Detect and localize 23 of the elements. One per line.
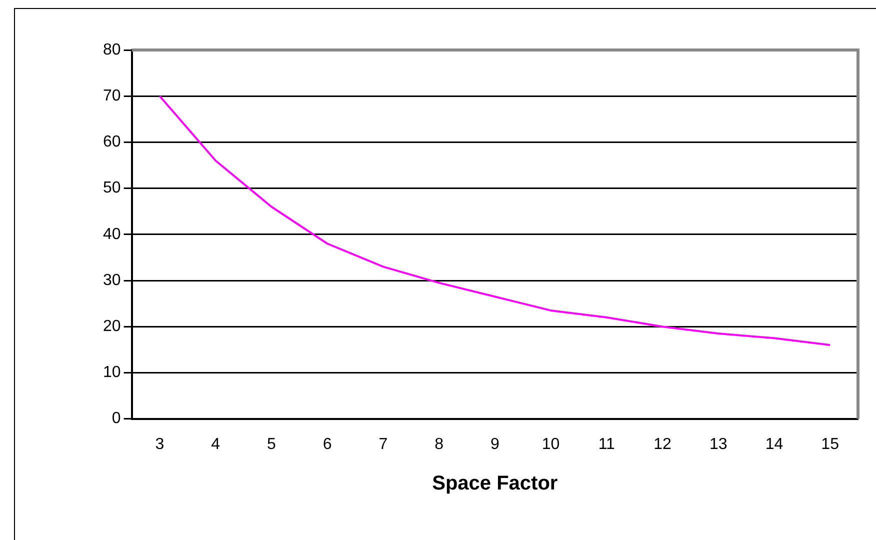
y-tick-label: 20	[103, 318, 121, 336]
x-tick-label: 12	[654, 436, 672, 453]
x-tick-label: 6	[322, 436, 332, 453]
x-tick-label: 11	[598, 436, 616, 453]
y-tick-label: 50	[103, 180, 121, 197]
y-tick-label: 10	[103, 364, 121, 382]
y-tick-label: 0	[112, 410, 121, 428]
x-tick-label: 3	[155, 436, 164, 453]
y-tick-label: 40	[103, 226, 121, 243]
x-tick-label: 7	[378, 436, 388, 453]
y-tick-label: 30	[103, 272, 121, 289]
y-tick-label: 70	[103, 88, 121, 105]
x-tick-label: 10	[542, 436, 560, 453]
x-tick-label: 4	[211, 436, 220, 453]
x-tick-label: 5	[267, 436, 276, 453]
x-tick-label: 15	[821, 436, 840, 453]
y-tick-label: 60	[103, 134, 121, 151]
y-tick-label: 80	[103, 41, 121, 58]
x-tick-label: 14	[765, 436, 784, 453]
x-axis-title: Space Factor	[432, 472, 558, 495]
x-tick-label: 8	[434, 436, 444, 453]
x-tick-label: 13	[709, 436, 728, 453]
x-tick-label: 9	[490, 436, 500, 453]
